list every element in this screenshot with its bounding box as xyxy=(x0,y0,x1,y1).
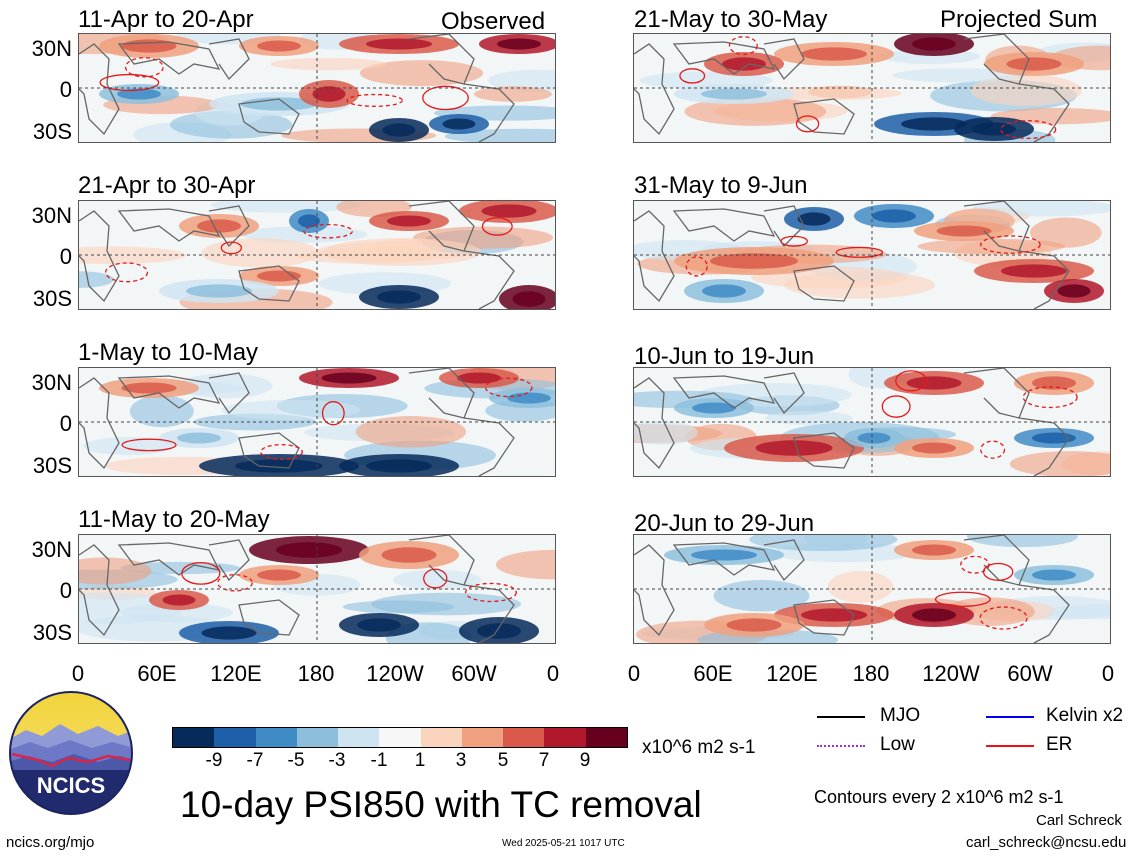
colorbar-label: 1 xyxy=(414,750,426,771)
colorbar-swatch xyxy=(338,728,380,747)
ytick-30n: 30N xyxy=(31,370,72,395)
panel-date-5: 21-May to 30-May xyxy=(634,6,828,33)
colorbar-swatch xyxy=(503,728,545,747)
panel-date-7: 10-Jun to 19-Jun xyxy=(634,343,815,370)
panel-date-4: 11-May to 20-May xyxy=(78,506,270,533)
legend-label-kelvin: Kelvin x2 xyxy=(1046,705,1124,726)
anomaly-map xyxy=(634,535,1110,643)
ytick-30s: 30S xyxy=(32,620,72,645)
colorbar-label: 7 xyxy=(538,750,550,771)
xtick-0-end: 0 xyxy=(1101,661,1115,686)
map-panel-1 xyxy=(78,33,556,143)
legend-line-kelvin xyxy=(986,716,1034,718)
xtick-120e: 120E xyxy=(766,661,818,686)
panel-date-8: 20-Jun to 29-Jun xyxy=(634,510,815,537)
colorbar-swatch xyxy=(379,728,421,747)
anomaly-map xyxy=(634,201,1110,309)
anomaly-map xyxy=(634,34,1110,142)
xtick-120e: 120E xyxy=(210,661,262,686)
colorbar-swatch xyxy=(296,728,339,747)
colorbar-swatch xyxy=(585,728,627,747)
anomaly-map xyxy=(79,368,555,476)
xtick-0: 0 xyxy=(627,661,641,686)
legend-label-mjo: MJO xyxy=(880,705,921,726)
panel-date-3: 1-May to 10-May xyxy=(78,339,259,366)
colorbar-swatch xyxy=(544,728,586,747)
colorbar-label: 3 xyxy=(455,750,467,771)
legend-line-er xyxy=(986,745,1034,747)
colorbar-label: 9 xyxy=(579,750,591,771)
ytick-0: 0 xyxy=(59,77,72,102)
xtick-60w: 60W xyxy=(1007,661,1053,686)
panel-tag-observed: Observed xyxy=(441,8,546,35)
ytick-30n: 30N xyxy=(31,537,72,562)
ytick-0: 0 xyxy=(59,411,72,436)
footer-url: ncics.org/mjo xyxy=(6,834,95,851)
colorbar-label: 5 xyxy=(497,750,509,771)
anomaly-map xyxy=(634,368,1110,476)
colorbar-label: -1 xyxy=(370,750,388,771)
anomaly-map xyxy=(79,535,555,643)
xtick-120w: 120W xyxy=(366,661,424,686)
panel-date-6: 31-May to 9-Jun xyxy=(634,172,808,199)
map-panel-6 xyxy=(633,200,1111,310)
colorbar-swatch xyxy=(214,728,256,747)
colorbar xyxy=(172,727,628,748)
colorbar-swatch xyxy=(420,728,462,747)
panel-date-1: 11-Apr to 20-Apr xyxy=(78,6,254,33)
xtick-0-end: 0 xyxy=(546,661,560,686)
ytick-0: 0 xyxy=(59,244,72,269)
xtick-60e: 60E xyxy=(137,661,177,686)
map-panel-8 xyxy=(633,534,1111,644)
ytick-30n: 30N xyxy=(31,203,72,228)
colorbar-label: -3 xyxy=(328,750,346,771)
map-panel-5 xyxy=(633,33,1111,143)
legend-label-low: Low xyxy=(880,734,915,755)
ytick-0: 0 xyxy=(59,578,72,603)
anomaly-map xyxy=(79,34,555,142)
xtick-120w: 120W xyxy=(922,661,980,686)
xtick-60e: 60E xyxy=(693,661,733,686)
ncics-logo: NCICS xyxy=(8,690,134,816)
legend-line-low xyxy=(817,745,865,747)
ytick-30s: 30S xyxy=(32,286,72,311)
colorbar-units: x10^6 m2 s-1 xyxy=(642,737,756,758)
xtick-180: 180 xyxy=(297,661,335,686)
legend-label-er: ER xyxy=(1046,734,1073,755)
ytick-30s: 30S xyxy=(32,119,72,144)
map-panel-4 xyxy=(78,534,556,644)
map-panel-7 xyxy=(633,367,1111,477)
footer-author: Carl Schreck xyxy=(1036,812,1122,829)
ytick-30n: 30N xyxy=(31,36,72,61)
xtick-60w: 60W xyxy=(451,661,497,686)
map-panel-2 xyxy=(78,200,556,310)
colorbar-swatch xyxy=(173,728,215,747)
logo-wordmark: NCICS xyxy=(37,773,105,798)
colorbar-label: -5 xyxy=(287,750,305,771)
panel-date-2: 21-Apr to 30-Apr xyxy=(78,172,256,199)
legend-line-mjo xyxy=(817,716,865,718)
xtick-180: 180 xyxy=(852,661,890,686)
footer-email: carl_schreck@ncsu.edu xyxy=(966,834,1127,851)
main-title: 10-day PSI850 with TC removal xyxy=(180,784,702,825)
anomaly-map xyxy=(79,201,555,309)
xtick-0: 0 xyxy=(71,661,85,686)
colorbar-label: -9 xyxy=(205,750,223,771)
ytick-30s: 30S xyxy=(32,453,72,478)
colorbar-swatch xyxy=(255,728,297,747)
footer-timestamp: Wed 2025-05-21 1017 UTC xyxy=(502,838,625,849)
colorbar-label: -7 xyxy=(246,750,264,771)
colorbar-swatch xyxy=(461,728,504,747)
contours-note: Contours every 2 x10^6 m2 s-1 xyxy=(814,787,1064,807)
map-panel-3 xyxy=(78,367,556,477)
panel-tag-projected: Projected Sum xyxy=(940,6,1098,33)
